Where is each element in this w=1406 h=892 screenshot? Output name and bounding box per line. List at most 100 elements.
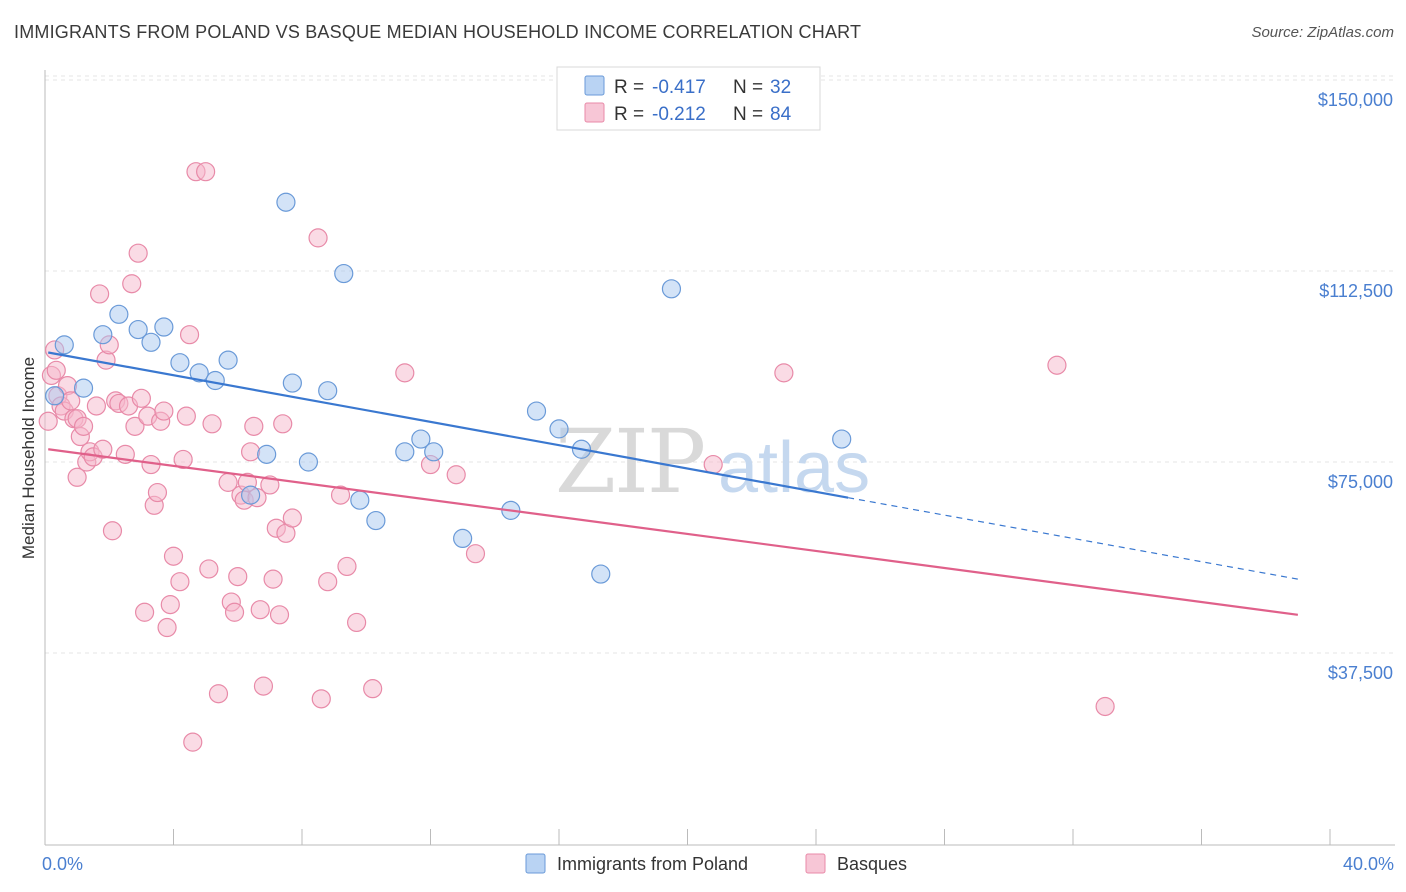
- series-legend-swatch-poland: [525, 853, 546, 874]
- data-point-immigrants-from-poland: [54, 335, 74, 355]
- data-point-immigrants-from-poland: [276, 192, 296, 212]
- data-point-basques: [224, 602, 245, 622]
- legend-swatch-poland: [584, 75, 605, 96]
- data-point-immigrants-from-poland: [424, 442, 444, 462]
- data-point-basques: [774, 363, 794, 383]
- series-legend-swatch-basques: [805, 853, 826, 874]
- data-point-basques: [160, 595, 180, 615]
- data-point-basques: [1095, 696, 1115, 717]
- series-legend: Immigrants from Poland Basques: [525, 853, 907, 874]
- data-point-immigrants-from-poland: [141, 332, 161, 352]
- data-point-basques: [311, 689, 331, 709]
- data-point-basques: [347, 612, 367, 633]
- legend-n-value-basques: 84: [770, 104, 792, 125]
- data-point-basques: [318, 572, 338, 592]
- data-point-basques: [363, 679, 383, 699]
- data-point-immigrants-from-poland: [189, 363, 209, 383]
- data-point-basques: [90, 284, 110, 304]
- data-point-basques: [273, 414, 293, 434]
- data-point-basques: [46, 360, 66, 380]
- data-point-basques: [154, 401, 174, 421]
- data-point-basques: [282, 508, 302, 528]
- source-label: Source: ZipAtlas.com: [1251, 24, 1394, 41]
- data-points: [38, 162, 1115, 752]
- data-point-basques: [102, 521, 123, 541]
- data-point-basques: [703, 454, 723, 475]
- x-tick-label-right: 40.0%: [1343, 854, 1394, 874]
- data-point-basques: [179, 325, 200, 345]
- data-point-immigrants-from-poland: [453, 528, 473, 549]
- data-point-basques: [308, 228, 328, 248]
- data-point-immigrants-from-poland: [549, 419, 569, 439]
- data-point-immigrants-from-poland: [395, 442, 415, 462]
- data-point-immigrants-from-poland: [128, 319, 148, 340]
- data-point-basques: [199, 559, 219, 579]
- data-point-basques: [86, 396, 107, 416]
- data-point-basques: [269, 605, 290, 625]
- data-point-basques: [446, 465, 466, 485]
- data-point-basques: [228, 566, 248, 587]
- data-point-basques: [330, 485, 351, 505]
- data-point-basques: [125, 416, 145, 436]
- data-point-basques: [337, 556, 357, 577]
- trend-lines: [48, 351, 1299, 616]
- data-point-basques: [157, 617, 177, 638]
- x-tick-label-left: 0.0%: [42, 854, 83, 874]
- data-point-immigrants-from-poland: [298, 452, 319, 472]
- legend-n-label-basques: N =: [733, 104, 763, 125]
- data-point-basques: [241, 442, 261, 462]
- data-point-immigrants-from-poland: [334, 263, 354, 284]
- data-point-basques: [73, 416, 94, 436]
- data-point-immigrants-from-poland: [93, 325, 113, 345]
- y-axis-label: Median Household Income: [19, 357, 38, 559]
- trend-line-immigrants-from-poland: [48, 351, 849, 499]
- grid-lines: [45, 75, 1395, 654]
- data-point-basques: [134, 602, 155, 622]
- data-point-basques: [202, 414, 222, 434]
- data-point-basques: [244, 416, 264, 436]
- data-point-immigrants-from-poland: [241, 485, 261, 505]
- data-point-basques: [38, 411, 58, 431]
- trend-extension-immigrants-from-poland: [848, 497, 1298, 580]
- y-tick-label: $37,500: [1328, 663, 1393, 683]
- data-point-basques: [208, 684, 229, 704]
- data-point-immigrants-from-poland: [318, 381, 338, 401]
- data-point-basques: [395, 363, 415, 383]
- data-point-immigrants-from-poland: [411, 429, 431, 449]
- series-legend-label-poland: Immigrants from Poland: [557, 854, 748, 874]
- data-point-immigrants-from-poland: [282, 373, 302, 393]
- legend-r-label-poland: R =: [614, 77, 644, 98]
- data-point-immigrants-from-poland: [366, 510, 386, 531]
- y-tick-label: $75,000: [1328, 472, 1393, 492]
- data-point-basques: [67, 467, 87, 487]
- data-point-immigrants-from-poland: [526, 401, 547, 421]
- data-point-immigrants-from-poland: [218, 350, 238, 370]
- chart-title: IMMIGRANTS FROM POLAND VS BASQUE MEDIAN …: [14, 22, 862, 42]
- legend-r-label-basques: R =: [614, 104, 644, 125]
- data-point-immigrants-from-poland: [154, 317, 174, 337]
- data-point-immigrants-from-poland: [205, 370, 225, 391]
- data-point-basques: [93, 439, 113, 459]
- y-tick-label: $150,000: [1318, 90, 1393, 110]
- data-point-basques: [263, 569, 283, 589]
- legend-n-value-poland: 32: [770, 77, 791, 98]
- data-point-basques: [147, 482, 168, 503]
- data-point-immigrants-from-poland: [109, 304, 129, 324]
- series-legend-label-basques: Basques: [837, 854, 907, 874]
- data-point-immigrants-from-poland: [73, 378, 94, 398]
- legend-r-value-basques: -0.212: [652, 104, 706, 125]
- legend-swatch-basques: [584, 102, 605, 123]
- data-point-immigrants-from-poland: [661, 279, 682, 299]
- legend-r-value-poland: -0.417: [652, 77, 706, 98]
- data-point-basques: [250, 600, 270, 620]
- trend-line-basques: [48, 448, 1299, 616]
- data-point-basques: [170, 572, 190, 592]
- data-point-basques: [131, 388, 151, 408]
- data-point-immigrants-from-poland: [170, 353, 190, 373]
- y-tick-label: $112,500: [1319, 281, 1393, 301]
- data-point-basques: [253, 676, 274, 696]
- data-point-basques: [465, 544, 486, 564]
- legend-n-label-poland: N =: [733, 77, 763, 98]
- y-tick-labels: $37,500 $75,000 $112,500 $150,000: [1318, 90, 1393, 683]
